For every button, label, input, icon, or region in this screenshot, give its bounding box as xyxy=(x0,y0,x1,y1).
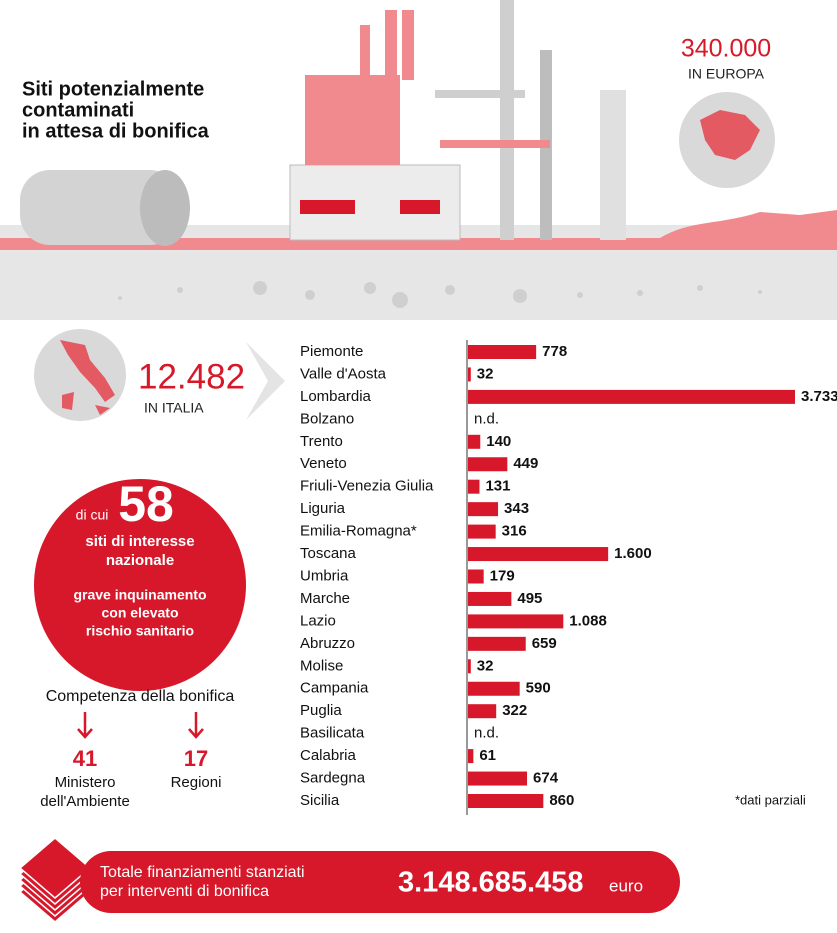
category-label: Umbria xyxy=(300,567,349,584)
category-label: Bolzano xyxy=(300,410,354,427)
europe-number: 340.000 xyxy=(681,35,771,63)
bar xyxy=(468,367,471,382)
value-label: 1.088 xyxy=(569,612,607,629)
category-label: Friuli-Venezia Giulia xyxy=(300,478,434,495)
total-bar xyxy=(80,851,680,913)
value-label: 140 xyxy=(486,433,511,450)
bar xyxy=(468,591,512,606)
italy-number: 12.482 xyxy=(138,357,245,396)
header: Siti potenzialmente contaminati in attes… xyxy=(22,78,210,142)
value-label: 590 xyxy=(526,680,551,697)
ministero-label: Ministero xyxy=(55,774,116,791)
bar xyxy=(468,434,481,449)
value-label: 674 xyxy=(533,770,559,787)
bar xyxy=(468,569,484,584)
bar xyxy=(468,636,526,651)
category-label: Sardegna xyxy=(300,770,366,787)
bar xyxy=(468,749,474,764)
category-label: Marche xyxy=(300,590,350,607)
value-label: 32 xyxy=(477,657,494,674)
bar xyxy=(468,524,496,539)
value-label: 316 xyxy=(502,523,527,540)
category-label: Veneto xyxy=(300,455,347,472)
sin-note: rischio sanitario xyxy=(86,623,194,639)
bar xyxy=(468,479,480,494)
value-label: 179 xyxy=(490,567,515,584)
footnote: *dati parziali xyxy=(735,792,806,807)
competenza-title: Competenza della bonifica xyxy=(46,688,235,705)
bar xyxy=(468,502,499,517)
bar xyxy=(468,457,508,472)
total-label: Totale finanziamenti stanziati xyxy=(100,864,305,881)
category-label: Emilia-Romagna* xyxy=(300,523,417,540)
category-label: Abruzzo xyxy=(300,635,355,652)
value-label: 61 xyxy=(479,747,496,764)
category-label: Molise xyxy=(300,657,343,674)
value-label: 131 xyxy=(485,478,510,495)
bar xyxy=(468,389,795,404)
category-label: Valle d'Aosta xyxy=(300,365,387,382)
illustration xyxy=(0,0,837,320)
money-icon xyxy=(18,837,92,923)
value-label: 778 xyxy=(542,343,567,360)
total-label: per interventi di bonifica xyxy=(100,883,269,900)
title: in attesa di bonifica xyxy=(22,120,210,142)
category-label: Toscana xyxy=(300,545,357,562)
italy-map xyxy=(60,340,115,415)
europe-label: IN EUROPA xyxy=(688,66,765,82)
value-label: 3.733 xyxy=(801,388,837,405)
value-label: 32 xyxy=(477,365,494,382)
category-label: Trento xyxy=(300,433,343,450)
category-label: Campania xyxy=(300,680,369,697)
sin-line: nazionale xyxy=(106,552,174,569)
arrows xyxy=(77,712,204,739)
total-amount: 3.148.685.458 xyxy=(398,867,583,899)
category-label: Puglia xyxy=(300,702,342,719)
category-label: Calabria xyxy=(300,747,357,764)
value-label: 860 xyxy=(549,792,574,809)
value-label: n.d. xyxy=(474,410,499,427)
value-label: 449 xyxy=(513,455,538,472)
sin-note: con elevato xyxy=(101,605,178,621)
chevron xyxy=(246,342,285,420)
sin-number: 58 xyxy=(118,476,174,532)
category-label: Lombardia xyxy=(300,388,372,405)
bar xyxy=(468,547,609,562)
category-label: Piemonte xyxy=(300,343,363,360)
category-label: Liguria xyxy=(300,500,346,517)
value-label: 1.600 xyxy=(614,545,652,562)
bar xyxy=(468,794,544,808)
value-label: 495 xyxy=(517,590,542,607)
sin-note: grave inquinamento xyxy=(73,587,206,603)
bar xyxy=(468,681,520,696)
ministero-number: 41 xyxy=(73,746,97,771)
bar xyxy=(468,704,497,719)
bar xyxy=(468,771,528,786)
category-label: Lazio xyxy=(300,612,336,629)
title: contaminati xyxy=(22,99,134,121)
value-label: 343 xyxy=(504,500,529,517)
sin-circle xyxy=(34,479,246,691)
value-label: 322 xyxy=(502,702,527,719)
category-label: Basilicata xyxy=(300,725,365,742)
bar xyxy=(468,345,537,359)
category-label: Sicilia xyxy=(300,792,340,809)
italy-label: IN ITALIA xyxy=(144,400,204,416)
ministero-label: dell'Ambiente xyxy=(40,793,130,810)
value-label: n.d. xyxy=(474,725,499,742)
total-unit: euro xyxy=(609,876,643,895)
bar-chart: Piemonte 778 Valle d'Aosta 32 Lombardia 3.733… xyxy=(300,340,837,815)
regioni-label: Regioni xyxy=(171,774,222,791)
bar xyxy=(468,659,471,674)
regioni-number: 17 xyxy=(184,746,208,771)
title: Siti potenzialmente xyxy=(22,78,204,100)
italy-circle xyxy=(34,329,126,421)
sin-prefix: di cui xyxy=(76,507,109,523)
value-label: 659 xyxy=(532,635,557,652)
bar xyxy=(468,614,564,629)
sin-line: siti di interesse xyxy=(85,533,194,550)
